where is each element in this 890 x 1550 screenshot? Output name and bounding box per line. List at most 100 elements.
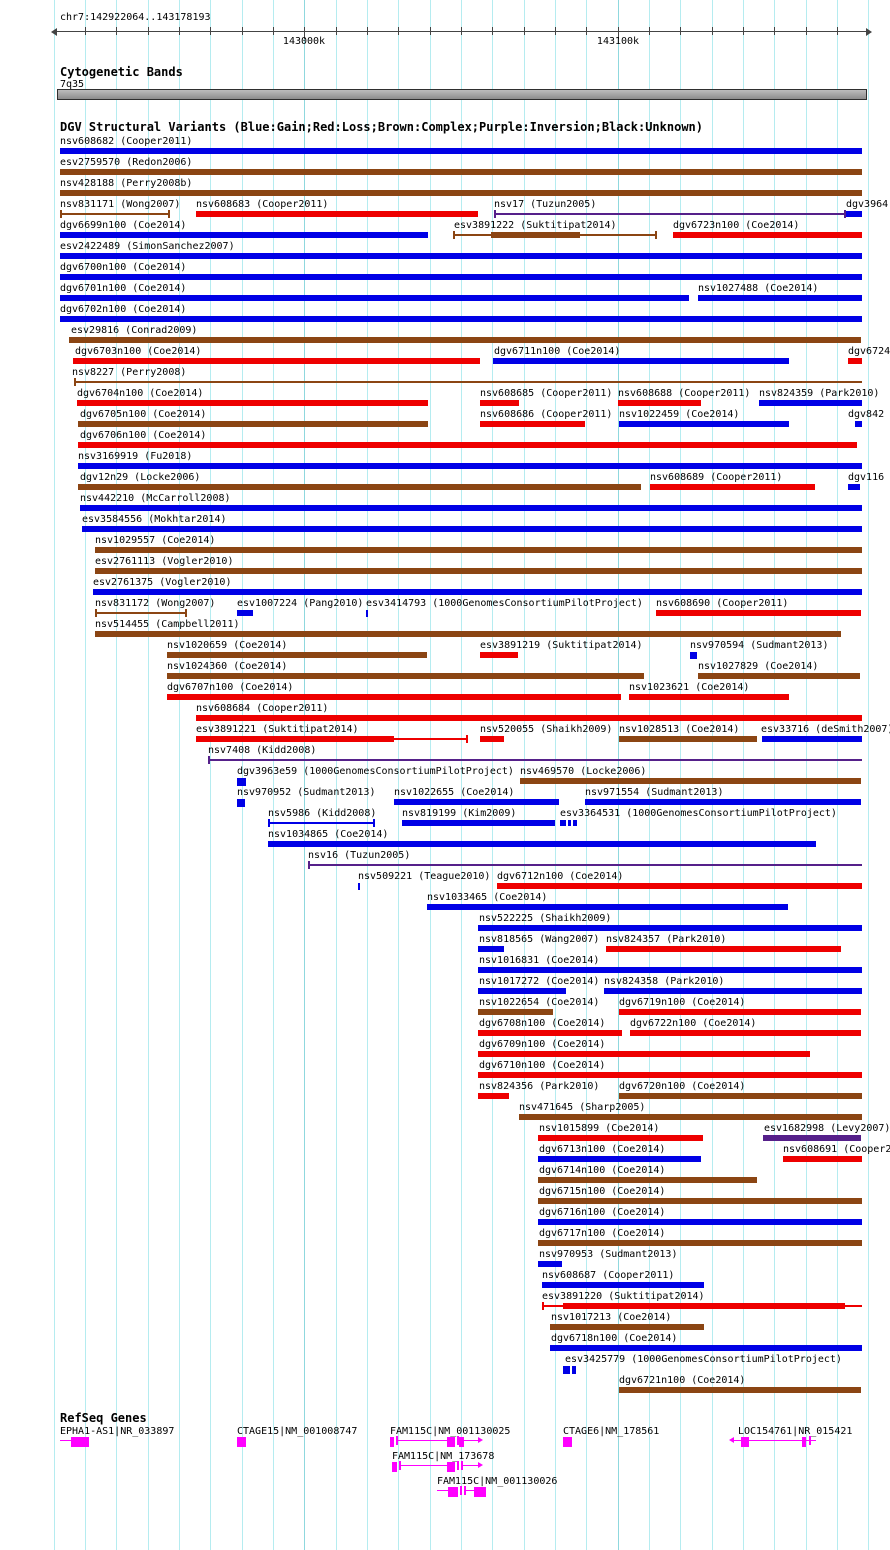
variant-bar[interactable] xyxy=(698,295,862,301)
variant-label[interactable]: nsv608682 (Cooper2011) xyxy=(60,136,193,147)
variant-label[interactable]: nsv1016831 (Coe2014) xyxy=(479,955,600,966)
gene-exon[interactable] xyxy=(390,1437,394,1447)
variant-bar[interactable] xyxy=(538,1135,703,1141)
variant-bar[interactable] xyxy=(542,1282,704,1288)
variant-label[interactable]: dgv6701n100 (Coe2014) xyxy=(60,283,187,294)
variant-bar[interactable] xyxy=(568,820,571,826)
variant-point-tick[interactable] xyxy=(366,610,368,617)
variant-label[interactable]: dgv3963e59 (1000GenomesConsortiumPilotPr… xyxy=(237,766,514,777)
variant-label[interactable]: esv2422489 (SimonSanchez2007) xyxy=(60,241,235,252)
gene-exon[interactable] xyxy=(447,1437,455,1447)
variant-bar[interactable] xyxy=(759,400,862,406)
variant-bar[interactable] xyxy=(167,694,621,700)
variant-label[interactable]: nsv1027488 (Coe2014) xyxy=(698,283,819,294)
variant-label[interactable]: nsv824358 (Park2010) xyxy=(604,976,725,987)
variant-bar[interactable] xyxy=(573,820,577,826)
variant-label[interactable]: nsv7408 (Kidd2008) xyxy=(208,745,317,756)
gene-label[interactable]: EPHA1-AS1|NR_033897 xyxy=(60,1426,175,1437)
variant-bar[interactable] xyxy=(519,1114,862,1120)
variant-label[interactable]: esv3891222 (Suktitipat2014) xyxy=(454,220,617,231)
variant-bar[interactable] xyxy=(563,1303,845,1309)
variant-label[interactable]: nsv971554 (Sudmant2013) xyxy=(585,787,724,798)
variant-label[interactable]: nsv3169919 (Fu2018) xyxy=(78,451,193,462)
variant-label[interactable]: dgv6718n100 (Coe2014) xyxy=(551,1333,678,1344)
variant-span-line[interactable] xyxy=(494,213,845,215)
variant-bar[interactable] xyxy=(77,400,428,406)
variant-bar[interactable] xyxy=(619,736,757,742)
gene-exon[interactable] xyxy=(741,1437,749,1447)
gene-exon[interactable] xyxy=(459,1437,464,1447)
variant-bar[interactable] xyxy=(95,547,862,553)
variant-bar[interactable] xyxy=(167,652,427,658)
variant-bar[interactable] xyxy=(762,736,862,742)
variant-bar[interactable] xyxy=(478,1009,553,1015)
variant-label[interactable]: dgv6723n100 (Coe2014) xyxy=(673,220,800,231)
variant-label[interactable]: nsv1020659 (Coe2014) xyxy=(167,640,288,651)
variant-label[interactable]: nsv1029557 (Coe2014) xyxy=(95,535,216,546)
variant-label[interactable]: nsv608683 (Cooper2011) xyxy=(196,199,329,210)
variant-label[interactable]: dgv6724 xyxy=(848,346,890,357)
variant-label[interactable]: esv3891219 (Suktitipat2014) xyxy=(480,640,643,651)
variant-bar[interactable] xyxy=(82,526,862,532)
cytoband-label[interactable]: 7q35 xyxy=(60,79,85,90)
variant-bar[interactable] xyxy=(394,799,559,805)
variant-label[interactable]: nsv509221 (Teague2010) xyxy=(358,871,491,882)
variant-label[interactable]: nsv1017272 (Coe2014) xyxy=(479,976,600,987)
variant-label[interactable]: esv3584556 (Mokhtar2014) xyxy=(82,514,227,525)
variant-label[interactable]: nsv824357 (Park2010) xyxy=(606,934,727,945)
gene-label[interactable]: CTAGE6|NM_178561 xyxy=(563,1426,660,1437)
variant-label[interactable]: nsv819199 (Kim2009) xyxy=(402,808,517,819)
variant-label[interactable]: nsv442210 (McCarroll2008) xyxy=(80,493,231,504)
variant-bar[interactable] xyxy=(619,1387,861,1393)
gene-label[interactable]: FAM115C|NM_001130026 xyxy=(437,1476,558,1487)
variant-label[interactable]: nsv1015899 (Coe2014) xyxy=(539,1123,660,1134)
cytoband-bar[interactable] xyxy=(57,89,867,100)
variant-label[interactable]: dgv6709n100 (Coe2014) xyxy=(479,1039,606,1050)
variant-bar[interactable] xyxy=(60,316,862,322)
variant-label[interactable]: dgv6707n100 (Coe2014) xyxy=(167,682,294,693)
variant-bar[interactable] xyxy=(95,568,862,574)
variant-span-line[interactable] xyxy=(208,759,862,761)
variant-label[interactable]: nsv824359 (Park2010) xyxy=(759,388,880,399)
variant-bar[interactable] xyxy=(78,463,862,469)
variant-label[interactable]: nsv8227 (Perry2008) xyxy=(72,367,187,378)
variant-bar[interactable] xyxy=(427,904,788,910)
variant-label[interactable]: dgv6722n100 (Coe2014) xyxy=(630,1018,757,1029)
variant-label[interactable]: nsv514455 (Campbell2011) xyxy=(95,619,240,630)
variant-bar[interactable] xyxy=(478,988,566,994)
variant-label[interactable]: nsv608688 (Cooper2011) xyxy=(618,388,751,399)
variant-bar[interactable] xyxy=(60,148,862,154)
variant-bar[interactable] xyxy=(538,1156,701,1162)
variant-bar[interactable] xyxy=(478,967,862,973)
variant-bar[interactable] xyxy=(698,673,860,679)
variant-bar[interactable] xyxy=(237,799,245,807)
variant-label[interactable]: dgv842 xyxy=(848,409,885,420)
variant-label[interactable]: dgv6712n100 (Coe2014) xyxy=(497,871,624,882)
variant-bar[interactable] xyxy=(618,400,701,406)
variant-bar[interactable] xyxy=(480,421,585,427)
variant-bar[interactable] xyxy=(550,1345,862,1351)
gene-exon[interactable] xyxy=(447,1462,455,1472)
variant-bar[interactable] xyxy=(497,883,862,889)
variant-label[interactable]: dgv116 xyxy=(848,472,885,483)
variant-label[interactable]: nsv824356 (Park2010) xyxy=(479,1081,600,1092)
variant-label[interactable]: nsv608687 (Cooper2011) xyxy=(542,1270,675,1281)
variant-label[interactable]: nsv1027829 (Coe2014) xyxy=(698,661,819,672)
variant-label[interactable]: nsv1022654 (Coe2014) xyxy=(479,997,600,1008)
variant-bar[interactable] xyxy=(848,358,862,364)
variant-bar[interactable] xyxy=(478,1051,810,1057)
variant-bar[interactable] xyxy=(196,715,862,721)
variant-label[interactable]: dgv6719n100 (Coe2014) xyxy=(619,997,746,1008)
variant-label[interactable]: nsv1023621 (Coe2014) xyxy=(629,682,750,693)
variant-bar[interactable] xyxy=(604,988,862,994)
variant-label[interactable]: nsv5986 (Kidd2008) xyxy=(268,808,377,819)
variant-bar[interactable] xyxy=(538,1261,562,1267)
variant-bar[interactable] xyxy=(550,1324,704,1330)
variant-span-line[interactable] xyxy=(268,822,375,824)
variant-bar[interactable] xyxy=(78,442,857,448)
variant-bar[interactable] xyxy=(538,1198,862,1204)
variant-label[interactable]: dgv6702n100 (Coe2014) xyxy=(60,304,187,315)
variant-bar[interactable] xyxy=(196,736,394,742)
variant-bar[interactable] xyxy=(630,1030,861,1036)
variant-label[interactable]: nsv469570 (Locke2006) xyxy=(520,766,647,777)
